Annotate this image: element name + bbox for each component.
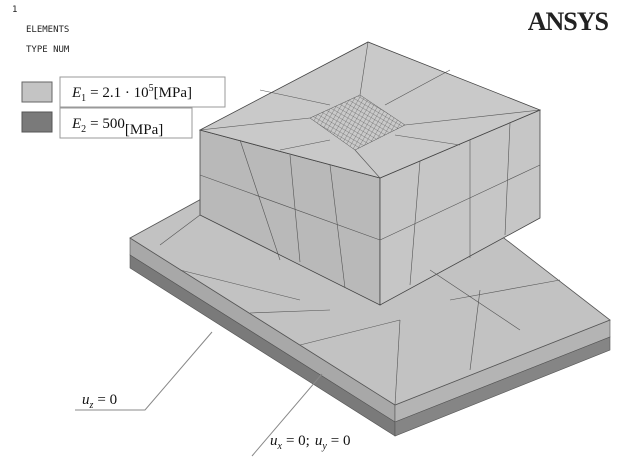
annotation-text: uz= 0 bbox=[82, 392, 117, 411]
legend-swatch bbox=[22, 82, 52, 102]
text-part: u bbox=[315, 433, 323, 449]
text-part: u bbox=[270, 433, 278, 449]
text-part: = 2.1 · 10 bbox=[90, 85, 148, 101]
text-part: x bbox=[277, 441, 283, 452]
plot-label: ELEMENTS bbox=[26, 25, 69, 35]
text-part: [MPa] bbox=[154, 85, 192, 101]
ansys-view: 1 ELEMENTS TYPE NUM ANSYS E1= 2.1 · 105[… bbox=[0, 0, 621, 458]
text-part: 1 bbox=[81, 93, 86, 104]
window-number: 1 bbox=[12, 5, 17, 15]
plot-label: TYPE NUM bbox=[26, 45, 70, 55]
text-part: = 500 bbox=[90, 116, 125, 132]
text-part: E bbox=[71, 116, 81, 132]
text-part: z bbox=[89, 400, 94, 411]
logo: ANSYS bbox=[528, 7, 609, 36]
text-part: = 0 bbox=[331, 433, 351, 449]
text-part: u bbox=[82, 392, 90, 408]
legend-swatch bbox=[22, 112, 52, 132]
text-part: y bbox=[321, 441, 327, 452]
text-part: 2 bbox=[81, 124, 86, 135]
text-part: E bbox=[71, 85, 81, 101]
text-part: [MPa] bbox=[125, 122, 163, 138]
annotation-uz: uz= 0 bbox=[75, 332, 212, 411]
annotation-text: ux= 0;uy= 0 bbox=[270, 433, 351, 452]
text-part: = 0 bbox=[97, 392, 117, 408]
text-part: = 0; bbox=[286, 433, 310, 449]
